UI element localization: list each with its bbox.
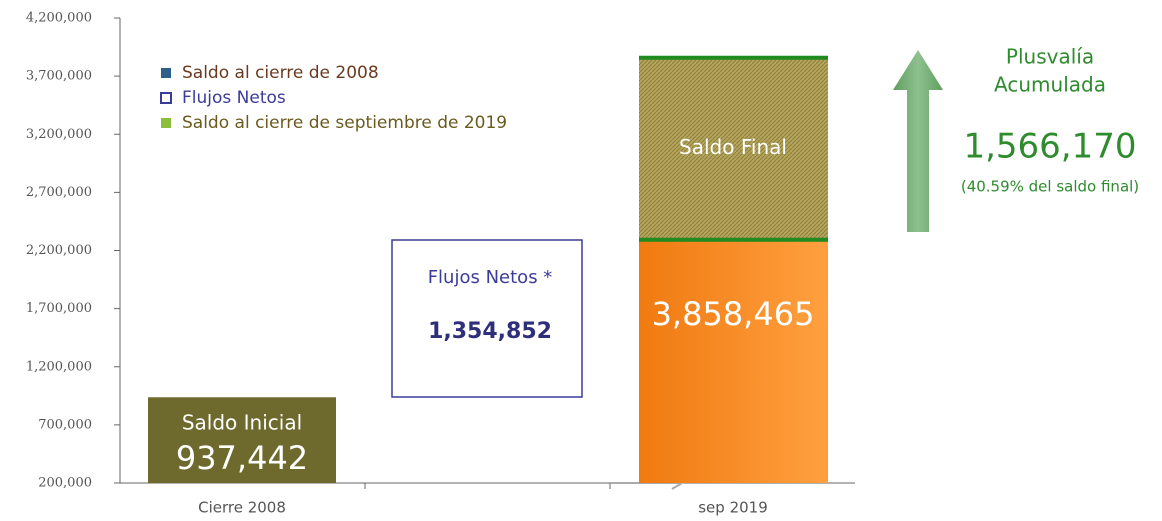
x-tick-label: sep 2019 xyxy=(698,499,768,517)
gain-title: Acumulada xyxy=(994,73,1106,97)
gain-note: (40.59% del saldo final) xyxy=(961,178,1139,196)
bar-segment xyxy=(639,239,828,483)
gain-value: 1,566,170 xyxy=(963,127,1136,167)
legend-marker xyxy=(160,92,172,104)
legend-label: Flujos Netos xyxy=(182,88,286,108)
bar-label: Saldo Final xyxy=(679,135,787,159)
y-tick-label: 2,200,000 xyxy=(26,243,92,258)
bar xyxy=(148,397,336,483)
y-tick-label: 1,700,000 xyxy=(26,301,92,316)
bar-label: Saldo Inicial xyxy=(182,411,302,435)
flows-box xyxy=(391,239,583,398)
y-tick-label: 3,700,000 xyxy=(26,69,92,84)
flows-label: Flujos Netos * xyxy=(428,267,553,288)
y-tick-label: 2,700,000 xyxy=(26,185,92,200)
x-tick-label: Cierre 2008 xyxy=(198,499,286,517)
y-tick-label: 1,200,000 xyxy=(26,359,92,374)
bar-value: 3,858,465 xyxy=(652,295,815,333)
y-tick-label: 4,200,000 xyxy=(26,11,92,26)
flows-value: 1,354,852 xyxy=(428,319,552,344)
y-tick-label: 200,000 xyxy=(38,476,92,491)
legend-label: Saldo al cierre de septiembre de 2019 xyxy=(182,113,507,133)
y-tick-label: 3,200,000 xyxy=(26,127,92,142)
gain-arrow xyxy=(893,50,943,232)
legend-label: Saldo al cierre de 2008 xyxy=(182,63,379,83)
bar-value: 937,442 xyxy=(176,439,308,477)
legend-marker xyxy=(161,68,171,78)
legend-marker xyxy=(161,118,171,128)
gain-title: Plusvalía xyxy=(1006,45,1094,69)
y-tick-label: 700,000 xyxy=(38,417,92,432)
bar-segment xyxy=(639,57,828,240)
